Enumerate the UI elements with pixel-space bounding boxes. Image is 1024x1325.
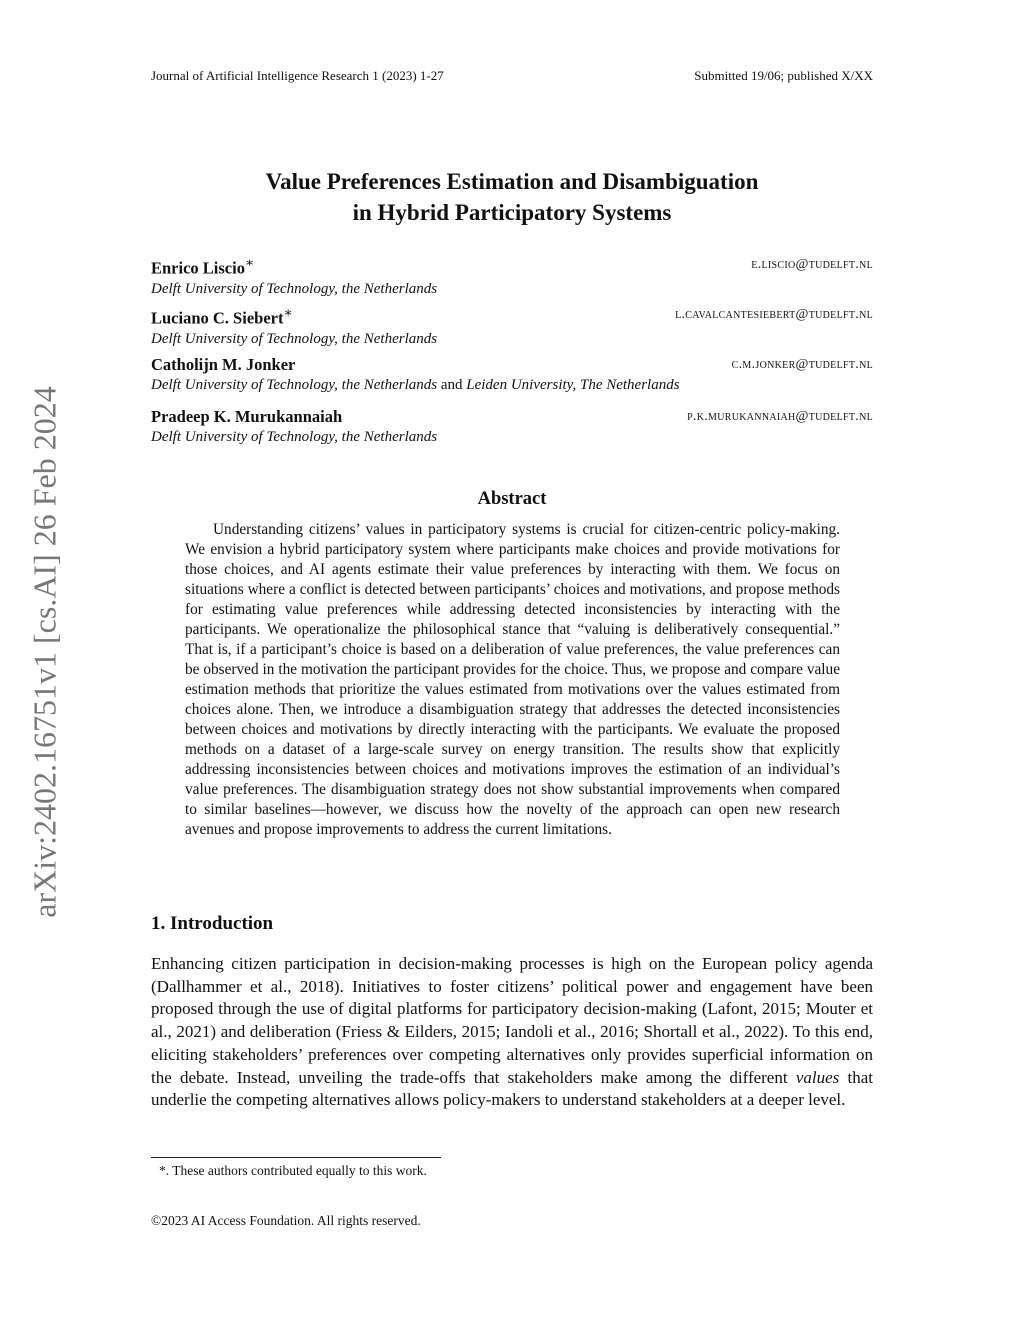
author-affiliation: Delft University of Technology, the Neth…	[151, 377, 873, 394]
author-block: Enrico Liscio∗ e.liscio@tudelft.nl Delft…	[151, 255, 873, 298]
author-mark: ∗	[244, 255, 255, 270]
author-affiliation: Delft University of Technology, the Neth…	[151, 280, 438, 297]
title-line-2: in Hybrid Participatory Systems	[352, 200, 672, 225]
abstract-heading: Abstract	[477, 489, 547, 509]
author-email: e.liscio@tudelft.nl	[751, 257, 873, 272]
author-affiliation: Delft University of Technology, the Neth…	[151, 330, 438, 347]
abstract-text: Understanding citizens’ values in partic…	[185, 521, 840, 838]
arxiv-stamp: arXiv:2402.16751v1 [cs.AI] 26 Feb 2024	[26, 386, 63, 918]
copyright: ©2023 AI Access Foundation. All rights r…	[151, 1213, 421, 1228]
author-name: Catholijn M. Jonker	[151, 355, 296, 374]
author-email: p.k.murukannaiah@tudelft.nl	[687, 409, 873, 424]
author-name: Enrico Liscio	[151, 258, 245, 278]
affiliation-1: Delft University of Technology, the Neth…	[151, 377, 438, 393]
footnote: *. These authors contributed equally to …	[159, 1163, 427, 1178]
submission-header: Submitted 19/06; published X/XX	[694, 68, 873, 83]
journal-header: Journal of Artificial Intelligence Resea…	[151, 68, 444, 83]
intro-emphasis: values	[795, 1067, 840, 1087]
title-line-1: Value Preferences Estimation and Disambi…	[265, 169, 759, 194]
author-block: Pradeep K. Murukannaiah p.k.murukannaiah…	[151, 407, 873, 446]
intro-text-2: that underlie the competing alternatives…	[151, 1067, 873, 1110]
author-mark: ∗	[283, 305, 293, 320]
author-name: Luciano C. Siebert	[151, 308, 284, 328]
paper-title: Value Preferences Estimation and Disambi…	[0, 166, 1024, 228]
author-block: Luciano C. Siebert∗ l.cavalcantesiebert@…	[151, 305, 873, 348]
affiliation-and: and	[440, 377, 463, 393]
author-affiliation: Delft University of Technology, the Neth…	[151, 429, 438, 445]
intro-text-1: Enhancing citizen participation in decis…	[151, 954, 873, 1087]
affiliation-2: Leiden University, The Netherlands	[466, 377, 680, 393]
author-block: Catholijn M. Jonker c.m.jonker@tudelft.n…	[151, 355, 873, 394]
author-email: c.m.jonker@tudelft.nl	[731, 357, 873, 372]
section-heading: 1. Introduction	[151, 913, 274, 934]
author-email: l.cavalcantesiebert@tudelft.nl	[675, 307, 873, 322]
footnote-rule	[151, 1157, 441, 1158]
intro-paragraph: Enhancing citizen participation in decis…	[151, 953, 873, 1112]
author-name: Pradeep K. Murukannaiah	[151, 407, 343, 426]
